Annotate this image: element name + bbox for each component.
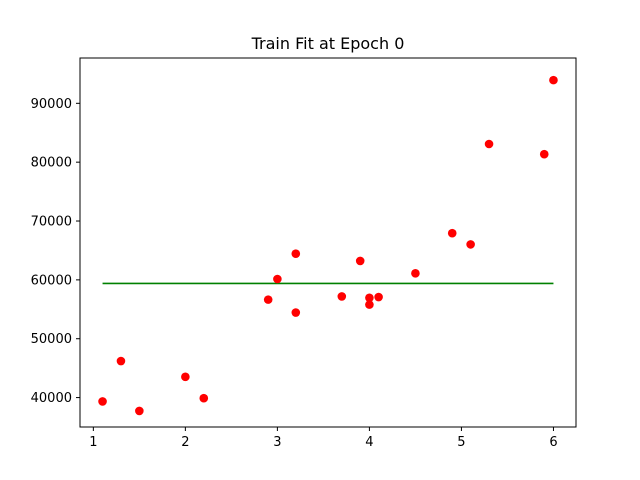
y-tick-label: 90000	[31, 97, 72, 112]
data-point	[355, 256, 365, 266]
axes-frame	[79, 57, 577, 428]
data-point	[199, 393, 209, 403]
data-point	[374, 292, 383, 302]
data-point	[337, 292, 347, 301]
y-tick-label: 60000	[31, 273, 72, 288]
x-tick-label: 1	[89, 435, 97, 450]
x-tick-label: 6	[549, 435, 557, 450]
data-point	[291, 249, 301, 259]
plot-area: 1 2 3 4 5 6 40000 50000 60000 70000 80000 90000	[31, 57, 577, 450]
x-tick-label: 2	[181, 435, 189, 450]
data-point	[549, 75, 558, 85]
data-point	[447, 228, 457, 238]
x-tick-label: 4	[365, 435, 373, 450]
data-point	[466, 240, 475, 249]
data-point	[411, 269, 420, 278]
data-point	[365, 293, 374, 303]
data-point	[263, 295, 273, 304]
data-point	[539, 149, 549, 159]
data-point	[484, 139, 494, 149]
y-tick-label: 40000	[31, 391, 72, 406]
y-tick-label: 50000	[31, 332, 72, 347]
data-point	[135, 406, 144, 416]
data-point	[365, 300, 374, 309]
data-point	[181, 372, 190, 382]
y-tick-label: 70000	[31, 215, 72, 230]
y-tick-label: 80000	[31, 156, 72, 171]
chart-title: Train Fit at Epoch 0	[251, 34, 405, 53]
data-point	[98, 397, 107, 406]
x-tick-label: 5	[457, 435, 465, 450]
data-point	[291, 308, 301, 317]
x-tick-label: 3	[273, 435, 281, 450]
data-point	[116, 356, 126, 366]
data-point	[273, 274, 282, 284]
